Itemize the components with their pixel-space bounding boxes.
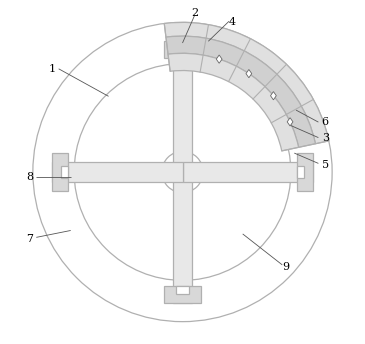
- Text: 4: 4: [229, 17, 236, 28]
- Wedge shape: [166, 36, 315, 147]
- Bar: [176, 50, 189, 58]
- Bar: [297, 166, 304, 178]
- Bar: [52, 153, 68, 191]
- Bar: [164, 286, 201, 303]
- Text: 1: 1: [48, 64, 55, 74]
- Bar: [297, 153, 313, 191]
- Wedge shape: [168, 53, 299, 151]
- Text: 9: 9: [282, 261, 289, 272]
- Bar: [182, 162, 313, 182]
- Bar: [176, 286, 189, 294]
- Text: 6: 6: [322, 117, 329, 127]
- Polygon shape: [246, 69, 252, 78]
- Bar: [173, 172, 192, 303]
- Polygon shape: [287, 118, 293, 126]
- Bar: [164, 41, 201, 58]
- Bar: [61, 166, 68, 178]
- Wedge shape: [164, 22, 329, 144]
- Text: 8: 8: [26, 172, 33, 182]
- Bar: [52, 162, 182, 182]
- Polygon shape: [216, 55, 222, 63]
- Text: 3: 3: [322, 132, 329, 143]
- Text: 2: 2: [191, 8, 198, 18]
- Bar: [173, 41, 192, 172]
- Text: 5: 5: [322, 160, 329, 170]
- Polygon shape: [270, 92, 276, 100]
- Text: 7: 7: [26, 234, 33, 244]
